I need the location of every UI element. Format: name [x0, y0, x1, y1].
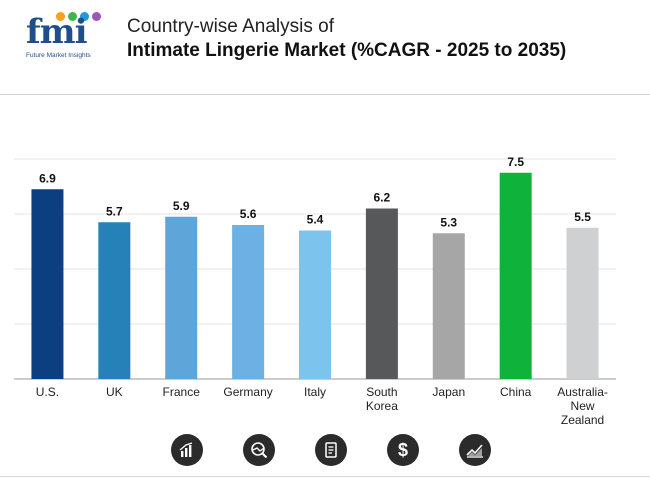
logo-dot: [80, 12, 89, 21]
report-icon[interactable]: [315, 434, 347, 466]
bar-value-label: 5.7: [106, 204, 123, 218]
category-label: UK: [106, 385, 123, 399]
bar[interactable]: [566, 227, 599, 379]
svg-text:$: $: [398, 440, 408, 460]
category-label: France: [163, 385, 201, 399]
header: fmi Future Market Insights Country-wise …: [0, 0, 650, 95]
header-divider: [0, 94, 650, 95]
logo-text: fmi: [26, 12, 88, 52]
category-label: South: [366, 385, 397, 399]
category-label: Zealand: [561, 413, 604, 427]
bar-chart-icon[interactable]: [171, 434, 203, 466]
category-label: China: [500, 385, 532, 399]
bar-value-label: 5.5: [574, 210, 591, 224]
bar-value-label: 5.6: [240, 207, 257, 221]
category-label: Germany: [223, 385, 272, 399]
pie-search-icon[interactable]: [243, 434, 275, 466]
category-label: Korea: [366, 399, 398, 413]
dollar-icon[interactable]: $: [387, 434, 419, 466]
category-label: New: [571, 399, 595, 413]
bar-value-label: 6.9: [39, 171, 56, 185]
category-label: U.S.: [36, 385, 59, 399]
category-label: Japan: [432, 385, 465, 399]
logo-dot: [92, 12, 101, 21]
bar[interactable]: [165, 216, 198, 379]
bar[interactable]: [365, 208, 398, 380]
chart-title: Country-wise Analysis of Intimate Linger…: [127, 15, 566, 63]
bar-value-label: 7.5: [507, 155, 524, 169]
logo-dot: [56, 12, 65, 21]
bar-value-label: 5.3: [440, 215, 457, 229]
bar-value-label: 6.2: [374, 191, 391, 205]
title-line-1: Country-wise Analysis of: [127, 16, 334, 37]
title-line-2: Intimate Lingerie Market (%CAGR - 2025 t…: [127, 40, 567, 61]
bar[interactable]: [232, 225, 265, 379]
icon-toolbar: $: [0, 434, 650, 470]
fmi-logo[interactable]: fmi Future Market Insights: [26, 12, 110, 62]
category-label: Italy: [304, 385, 326, 399]
trend-chart-icon[interactable]: [459, 434, 491, 466]
footer-divider: [0, 476, 650, 477]
category-label: Australia-: [557, 385, 608, 399]
logo-dot: [68, 12, 77, 21]
bar-value-label: 5.9: [173, 199, 190, 213]
bar-value-label: 5.4: [307, 213, 324, 227]
logo-dots: [56, 12, 101, 21]
bar[interactable]: [31, 189, 64, 379]
bar-chart: 6.9 U.S. 5.7 UK 5.9 France 5.6 Germany 5.4 Italy 6…: [14, 155, 616, 427]
bar[interactable]: [499, 172, 532, 379]
bar[interactable]: [432, 233, 465, 379]
bar[interactable]: [299, 230, 331, 380]
logo-subtitle: Future Market Insights: [26, 52, 91, 59]
bar[interactable]: [98, 222, 131, 379]
